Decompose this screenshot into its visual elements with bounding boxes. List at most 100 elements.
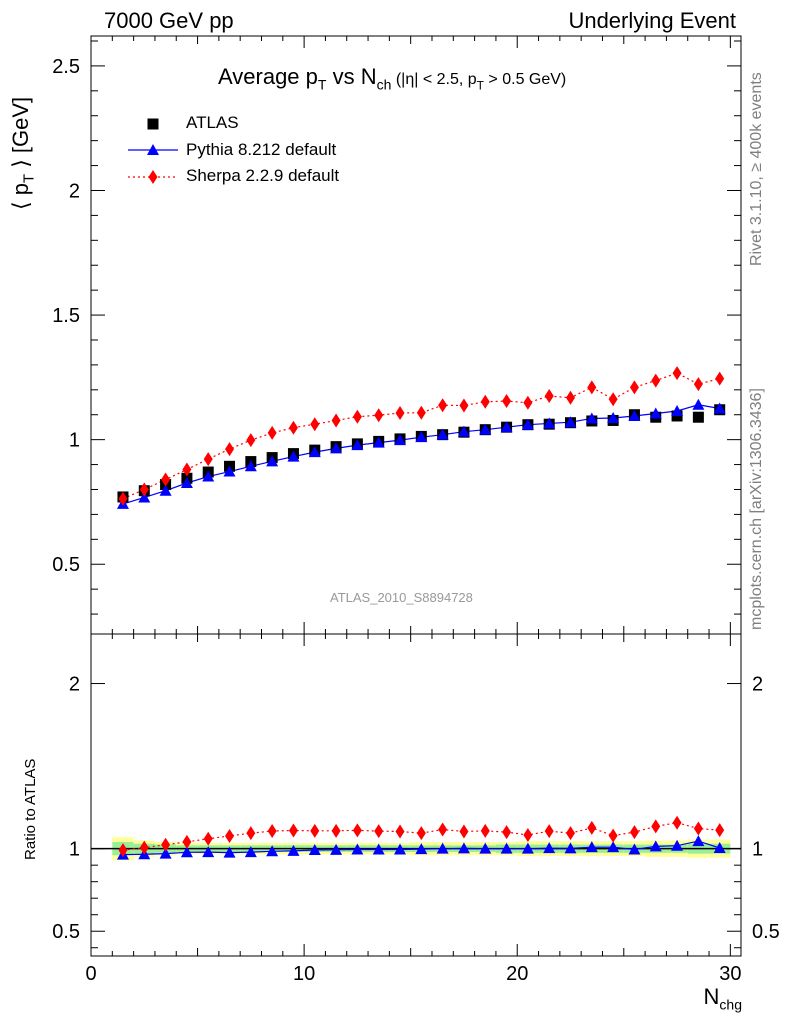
analysis-tag: ATLAS_2010_S8894728 <box>330 590 473 605</box>
sherpa-point <box>629 380 639 395</box>
sherpa-point <box>608 392 618 407</box>
header-process: 7000 GeV pp <box>104 8 234 33</box>
pythia-ratio-point <box>628 843 641 855</box>
title-vs: vs N <box>326 64 377 89</box>
pythia-ratio-point <box>479 842 492 854</box>
sherpa-ratio-point <box>587 820 597 835</box>
sherpa-point <box>374 408 384 423</box>
title-cut-pt: > 0.5 GeV) <box>483 71 567 88</box>
sherpa-ratio-point <box>502 825 512 840</box>
pythia-ratio-point <box>351 843 364 855</box>
sherpa-point <box>182 462 192 477</box>
pythia-ratio-point <box>607 841 620 853</box>
sherpa-ratio-point <box>182 834 192 849</box>
ratio-y-tick-label: 1 <box>69 839 80 861</box>
sherpa-ratio-point <box>267 823 277 838</box>
ratio-y-tick-label-right: 1 <box>752 839 763 861</box>
pythia-point <box>649 407 662 419</box>
sherpa-point <box>544 389 554 404</box>
pythia-ratio-point <box>521 842 534 854</box>
pythia-point <box>628 409 641 421</box>
pythia-point <box>308 446 321 458</box>
pythia-ratio-point <box>713 842 726 854</box>
pythia-point <box>394 434 407 446</box>
title-main: Average p <box>218 64 318 89</box>
sherpa-point <box>715 371 725 386</box>
legend-sherpa-marker <box>148 170 158 184</box>
sherpa-ratio-point <box>566 826 576 841</box>
x-tick-label: 0 <box>85 963 96 985</box>
pythia-ratio-point <box>266 845 279 857</box>
pythia-point <box>180 477 193 489</box>
pythia-ratio-point <box>585 841 598 853</box>
sherpa-point <box>416 405 426 420</box>
main-plot-frame <box>90 35 742 635</box>
sherpa-ratio-point <box>395 824 405 839</box>
pythia-ratio-point <box>415 843 428 855</box>
sherpa-point <box>331 413 341 428</box>
x-axis-label: Nchg <box>704 984 742 1012</box>
x-axis-label-sub: chg <box>719 996 742 1013</box>
pythia-point <box>500 421 513 433</box>
sherpa-ratio-point <box>416 826 426 841</box>
y-tick-label: 2 <box>69 180 80 202</box>
pythia-point <box>564 416 577 428</box>
x-tick-label: 20 <box>506 963 528 985</box>
x-tick-label: 10 <box>293 963 315 985</box>
x-axis-label-main: N <box>703 984 720 1009</box>
pythia-point <box>415 431 428 443</box>
pythia-point <box>479 423 492 435</box>
sherpa-ratio-point <box>629 825 639 840</box>
sherpa-ratio-point <box>523 827 533 842</box>
pythia-point <box>330 442 343 454</box>
sherpa-ratio-point <box>651 819 661 834</box>
sherpa-ratio-point <box>246 826 256 841</box>
sherpa-ratio-point <box>544 824 554 839</box>
sherpa-point <box>395 405 405 420</box>
title-sub-pt2: T <box>476 78 484 93</box>
pythia-ratio-point <box>308 843 321 855</box>
y-tick-label: 1.5 <box>52 305 80 327</box>
pythia-ratio-point <box>202 846 215 858</box>
sherpa-point <box>246 433 256 448</box>
ratio-y-tick-label: 0.5 <box>52 921 80 943</box>
pythia-point <box>138 491 151 503</box>
pythia-point <box>266 455 279 467</box>
sherpa-point <box>352 409 362 424</box>
legend-label-sherpa: Sherpa 2.2.9 default <box>186 166 340 185</box>
pythia-ratio-point <box>180 846 193 858</box>
atlas-point <box>692 411 704 423</box>
pythia-ratio-point <box>457 842 470 854</box>
legend-label-atlas: ATLAS <box>186 113 239 132</box>
sherpa-ratio-point <box>203 831 213 846</box>
pythia-point <box>159 484 172 496</box>
sherpa-ratio-point <box>459 824 469 839</box>
legend-atlas-marker <box>147 118 159 130</box>
pythia-point <box>351 439 364 451</box>
pythia-point <box>713 402 726 414</box>
title-sub-ch: ch <box>376 76 392 93</box>
sherpa-ratio-point <box>374 824 384 839</box>
pythia-point <box>436 428 449 440</box>
pythia-point <box>287 450 300 462</box>
sherpa-point <box>693 377 703 392</box>
sherpa-ratio-point <box>310 823 320 838</box>
x-tick-label: 30 <box>719 963 741 985</box>
ratio-y-tick-label-right: 0.5 <box>752 921 780 943</box>
sherpa-point <box>203 452 213 467</box>
legend-pythia-marker <box>147 144 159 155</box>
pythia-point <box>372 436 385 448</box>
sherpa-ratio-point <box>672 815 682 830</box>
sherpa-ratio-point <box>161 837 171 852</box>
pythia-point <box>202 470 215 482</box>
sherpa-ratio-line <box>122 822 720 851</box>
pythia-point <box>521 418 534 430</box>
sherpa-ratio-point <box>608 828 618 843</box>
sherpa-ratio-point <box>480 823 490 838</box>
pythia-point <box>543 417 556 429</box>
title-sub-pt: T <box>317 76 327 93</box>
ratio-y-tick-label-right: 2 <box>752 674 763 696</box>
pythia-point <box>457 425 470 437</box>
pythia-ratio-point <box>394 843 407 855</box>
